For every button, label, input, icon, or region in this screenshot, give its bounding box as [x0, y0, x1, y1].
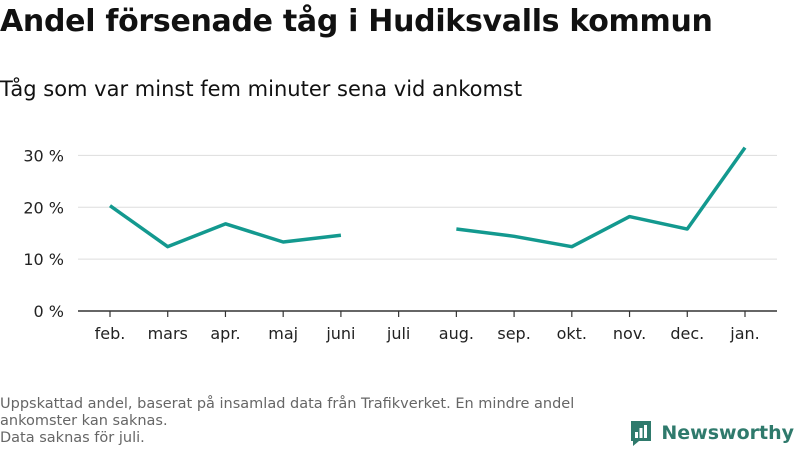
x-tick-label: feb.: [95, 324, 126, 343]
x-tick-label: aug.: [439, 324, 474, 343]
x-axis-ticks: feb. mars apr. maj juni juli aug. sep. okt. nov. d…: [95, 311, 760, 343]
x-tick-label: nov.: [613, 324, 646, 343]
x-tick-label: apr.: [210, 324, 240, 343]
y-tick-label: 0 %: [34, 302, 64, 321]
x-tick-label: maj: [268, 324, 298, 343]
bar-chart-logo-icon: [631, 421, 652, 446]
chart-title: Andel försenade tåg i Hudiksvalls kommun: [0, 4, 713, 39]
x-tick-label: jan.: [729, 324, 759, 343]
x-tick-label: okt.: [557, 324, 587, 343]
x-tick-label: juni: [325, 324, 355, 343]
x-tick-label: sep.: [497, 324, 530, 343]
series-lines: [108, 146, 747, 249]
x-tick-label: mars: [148, 324, 188, 343]
footnote: Uppskattad andel, baserat på insamlad da…: [0, 396, 630, 447]
y-tick-label: 20 %: [23, 198, 64, 217]
brand-name: Newsworthy: [661, 422, 794, 444]
y-tick-label: 10 %: [23, 250, 64, 269]
series-line: [108, 204, 342, 249]
series-line: [456, 146, 747, 249]
y-axis-ticks: 0 % 10 % 20 % 30 %: [23, 146, 64, 321]
line-chart: 0 % 10 % 20 % 30 % feb. mars apr. maj juni juli a…: [23, 146, 777, 343]
y-tick-label: 30 %: [23, 146, 64, 165]
grid-lines: [78, 154, 777, 312]
footnote-line-2: Data saknas för juli.: [0, 430, 145, 446]
footnote-line-1: Uppskattad andel, baserat på insamlad da…: [0, 396, 575, 429]
brand: Newsworthy: [629, 419, 794, 447]
chart-subtitle: Tåg som var minst fem minuter sena vid a…: [0, 77, 523, 101]
x-tick-label: dec.: [670, 324, 704, 343]
x-tick-label: juli: [386, 324, 410, 343]
